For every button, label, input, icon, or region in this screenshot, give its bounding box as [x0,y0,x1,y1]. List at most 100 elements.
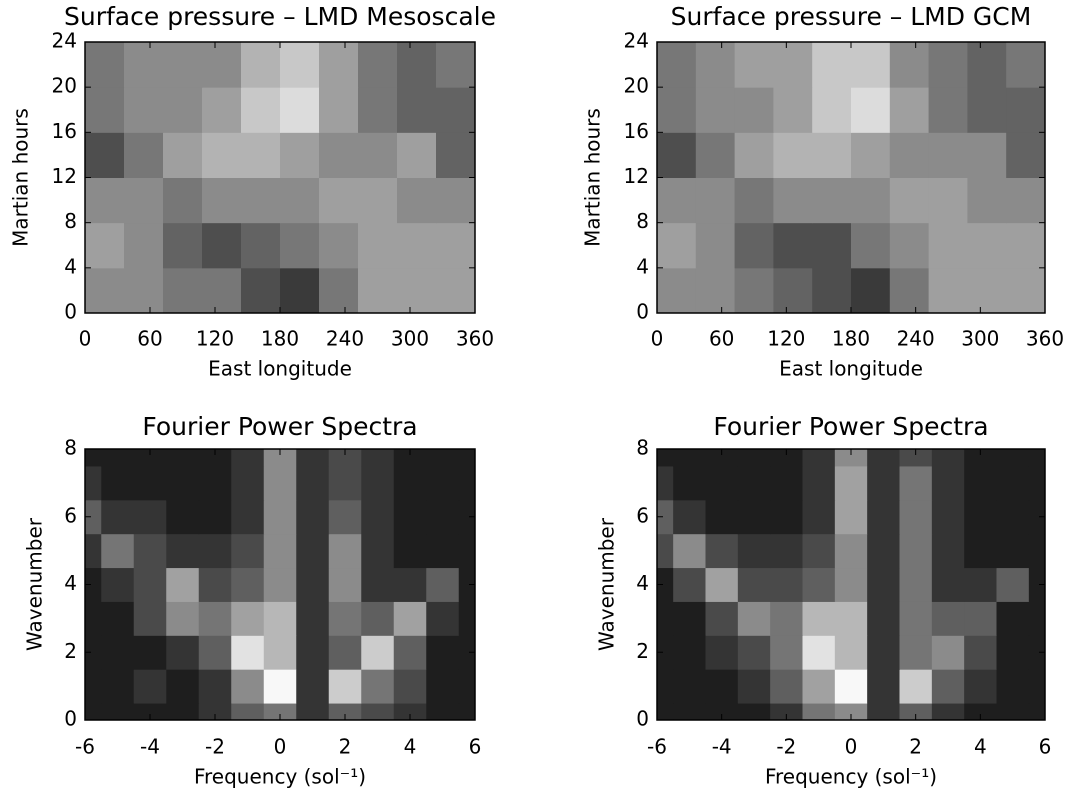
heat-cell [231,669,265,704]
heat-cell [458,449,476,467]
x-tick-label: 300 [961,327,999,351]
heat-cell [705,703,739,721]
heat-cell [166,601,200,636]
heat-cell [996,533,1030,569]
heat-cell [426,635,460,670]
y-tick-label: 16 [52,119,77,143]
heat-cell [1028,567,1046,602]
heat-cell [397,42,437,88]
heat-cell [280,132,320,178]
heat-cell [889,132,930,178]
heat-cell [198,601,232,636]
y-tick-label: 12 [624,164,649,188]
heat-cell [967,132,1007,178]
heat-cell [802,635,836,670]
x-tick-label: 180 [261,327,299,351]
heat-cell [163,42,203,88]
heat-cell [85,222,125,269]
heat-cell [198,449,232,467]
heat-cell [280,177,320,224]
heat-cell [393,601,427,636]
heat-cell [1006,267,1046,314]
heat-cell [426,465,460,501]
y-tick-label: 6 [636,503,649,527]
heat-cell [1006,222,1046,269]
heat-cell [458,465,476,501]
heat-cell [812,87,852,133]
heat-cell [802,499,836,535]
heat-cell [802,601,836,636]
heat-cell [328,567,362,602]
heat-cell [85,177,125,224]
heat-cell [328,601,362,636]
heat-cell [734,267,774,314]
heat-cell [734,222,774,269]
heat-cell [85,267,125,314]
heat-cell [166,465,200,501]
heat-cell [361,635,395,670]
heat-cell [458,635,476,670]
heat-cell [393,567,427,602]
heat-cell [899,465,933,501]
y-tick-label: 6 [64,503,77,527]
heat-cell [657,87,697,133]
heat-cell [657,669,674,704]
heat-cell [673,669,706,704]
heat-cell [931,449,965,467]
heat-cell [834,449,868,467]
x-tick-label: 240 [326,327,364,351]
heat-cell [263,635,297,670]
y-tick-label: 4 [64,571,77,595]
heat-cell [657,499,674,535]
heat-cell [358,42,398,88]
heat-cell [834,567,868,602]
heat-cell [263,449,297,467]
heat-cell [85,499,102,535]
chart-title: Fourier Power Spectra [713,412,988,441]
heat-cell [397,222,437,269]
heat-cell [85,42,125,88]
heat-cell [657,567,674,602]
x-tick-label: 4 [404,735,417,759]
heat-cell [436,177,476,224]
x-tick-label: -6 [647,735,667,759]
heat-cell [770,567,803,602]
heat-cell [85,87,125,133]
x-tick-label: -6 [75,735,95,759]
heat-cell [163,267,203,314]
heat-cell [231,567,265,602]
heat-cell [867,703,900,721]
heat-cell [931,567,965,602]
heat-cell [867,465,900,501]
heat-cell [812,42,852,88]
heat-cell [964,669,997,704]
heat-cell [867,601,900,636]
heat-cell [328,499,362,535]
heat-cell [657,601,674,636]
x-tick-label: 6 [469,735,482,759]
heat-cell [101,465,135,501]
heat-cell [705,533,739,569]
heat-cell [101,533,135,569]
heat-cell [263,669,297,704]
heat-cell [296,499,330,535]
heat-cell [263,567,297,602]
heat-cell [802,449,836,467]
heat-cell [85,669,102,704]
heat-cell [328,703,362,721]
heat-cell [328,669,362,704]
heat-cell [101,499,135,535]
heat-cell [770,449,803,467]
heat-cell [967,177,1007,224]
heat-cell [263,533,297,569]
heat-cell [231,601,265,636]
x-tick-label: 240 [897,327,935,351]
y-tick-label: 8 [636,436,649,460]
heat-cell [393,465,427,501]
x-tick-label: 60 [137,327,162,351]
heat-cell [889,222,930,269]
y-tick-label: 4 [636,571,649,595]
heat-cell [673,465,706,501]
heat-cell [166,669,200,704]
heat-cell [996,635,1030,670]
